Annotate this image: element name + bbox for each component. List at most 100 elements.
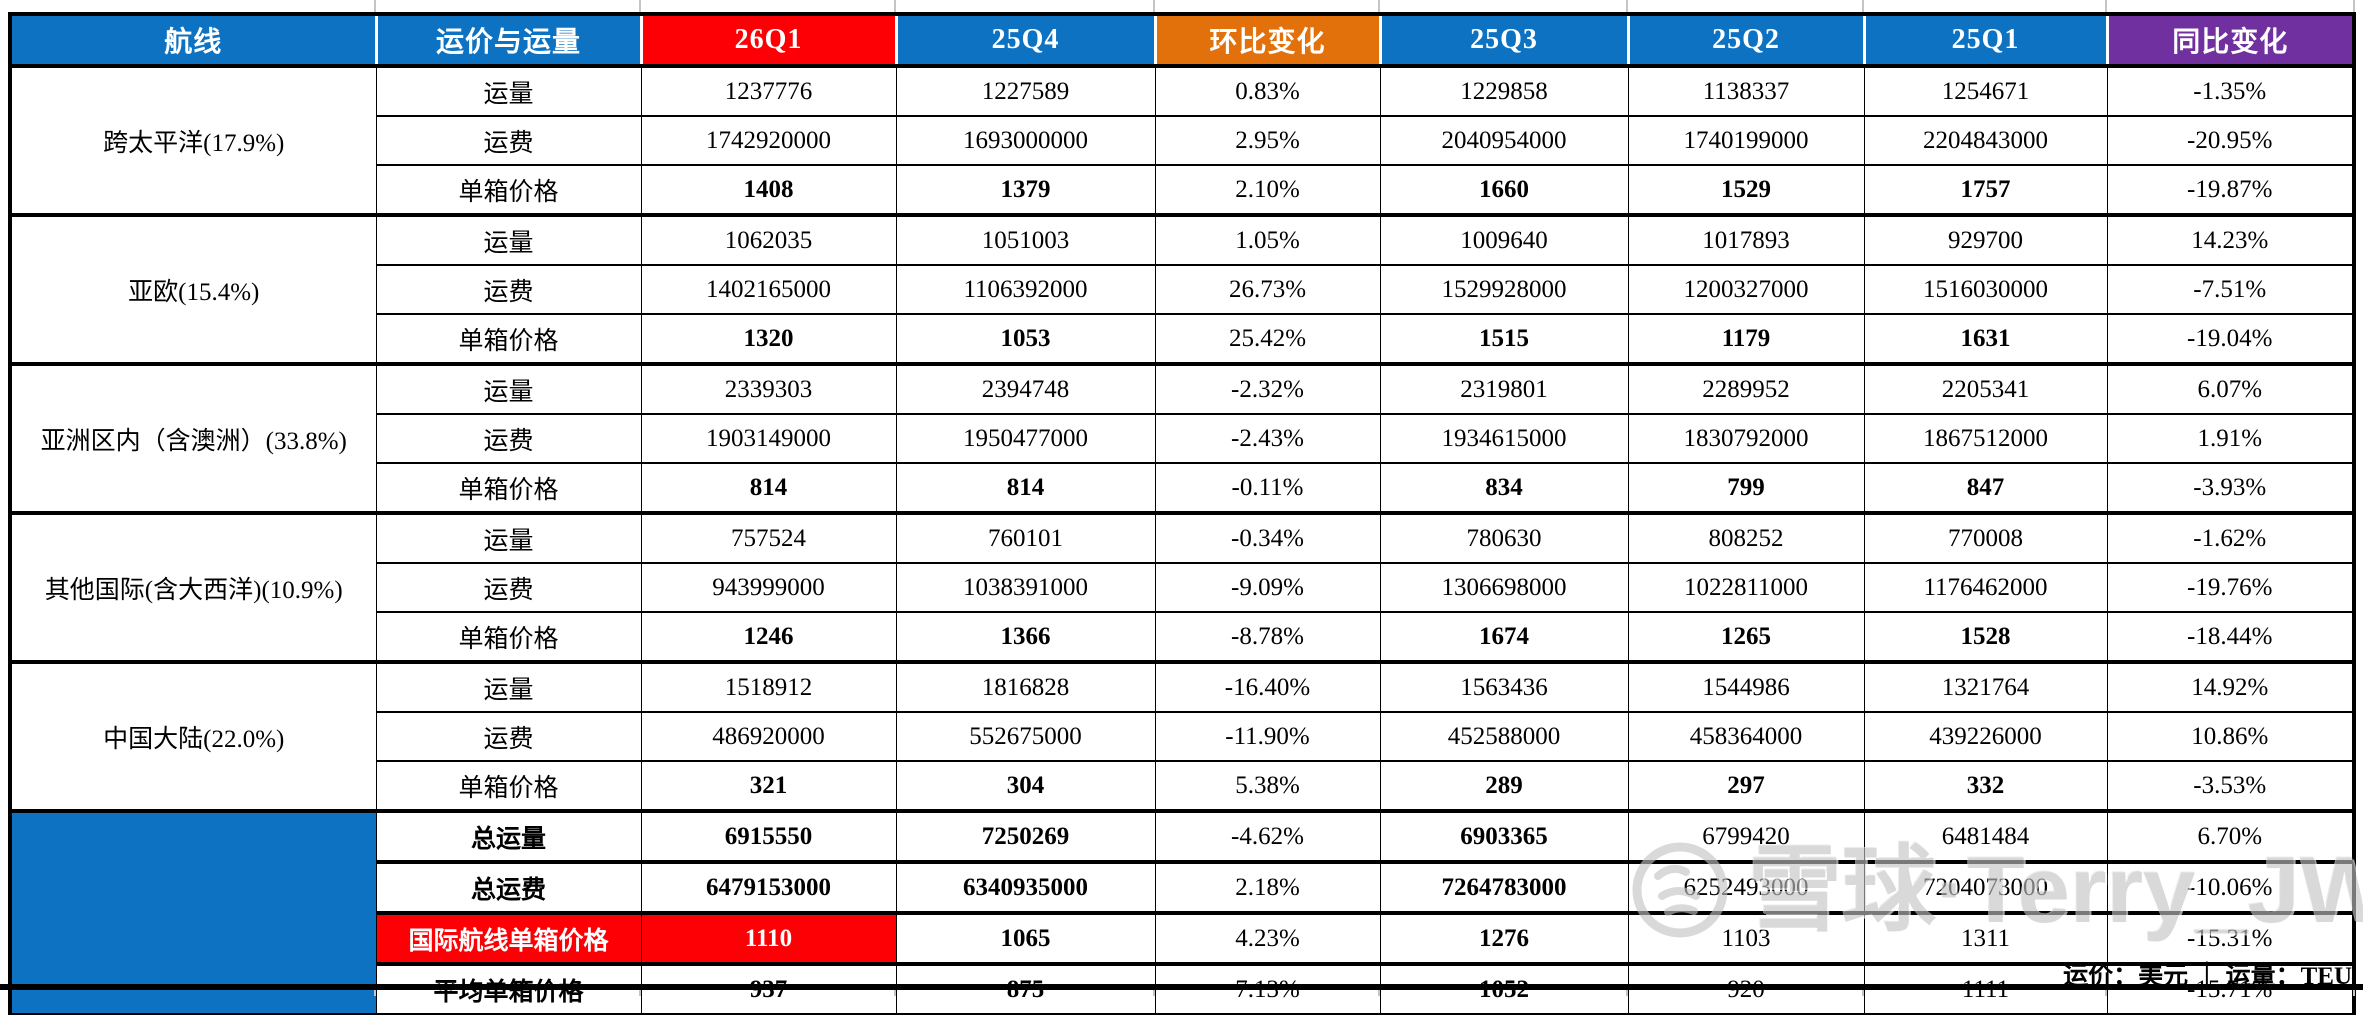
- value-cell-25q4: 1106392000: [895, 264, 1156, 315]
- value-cell-25q4: 1816828: [895, 660, 1156, 713]
- table-row: 其他国际(含大西洋)(10.9%) 运量 757524 760101 -0.34% 780…: [9, 511, 2355, 663]
- metric-label-cell: 运费: [375, 413, 642, 464]
- summary-value-cell-26q1: 1110: [640, 911, 897, 965]
- route-name-cell: 中国大陆(22.0%): [9, 660, 377, 812]
- value-cell-25q1: 1867512000: [1863, 413, 2108, 464]
- value-cell-25q3: 1660: [1379, 164, 1629, 216]
- table-body: 跨太平洋(17.9%) 运量 1237776 1227589 0.83% 1229858 1…: [9, 64, 2355, 1015]
- table-row: 运费 486920000 552675000 -11.90% 452588000 4583…: [10, 711, 2355, 762]
- gridline-tick: [374, 990, 376, 996]
- gridline-tick: [2105, 990, 2107, 996]
- value-cell-yoy-change: -18.44%: [2106, 611, 2355, 663]
- summary-value-cell-25q4: 1065: [895, 911, 1156, 965]
- value-cell-25q2: 458364000: [1627, 711, 1865, 762]
- metric-label-cell: 运费: [375, 711, 642, 762]
- value-cell-25q3: 1563436: [1379, 660, 1629, 713]
- summary-row: 总运量 6915550 7250269 -4.62% 6903365 6799420 648…: [9, 809, 2355, 1015]
- gridline-tick: [1862, 990, 1864, 996]
- value-cell-yoy-change: -1.62%: [2106, 511, 2355, 564]
- table-row: 中国大陆(22.0%) 运量 1518912 1816828 -16.40% 156343…: [9, 660, 2355, 812]
- summary-route-fill-cell: [9, 809, 377, 1015]
- value-cell-26q1: 1237776: [640, 64, 897, 117]
- value-cell-25q3: 1009640: [1379, 213, 1629, 266]
- table-row: 跨太平洋(17.9%) 运量 1237776 1227589 0.83% 1229858 1…: [9, 64, 2355, 216]
- summary-label-cell: 国际航线单箱价格: [375, 911, 642, 965]
- value-cell-yoy-change: 14.23%: [2106, 213, 2355, 266]
- value-cell-25q2: 1022811000: [1627, 562, 1865, 613]
- value-cell-qoq-change: -2.32%: [1154, 362, 1381, 415]
- value-cell-qoq-change: -0.11%: [1154, 462, 1381, 514]
- summary-label-cell: 总运费: [375, 860, 642, 914]
- column-header-26q1: 26Q1: [641, 14, 898, 66]
- value-cell-26q1: 943999000: [640, 562, 897, 613]
- value-cell-25q3: 780630: [1379, 511, 1629, 564]
- value-cell-25q4: 1379: [895, 164, 1156, 216]
- summary-value-cell-yoy-change: 6.70%: [2106, 809, 2355, 863]
- route-name-cell: 亚欧(15.4%): [9, 213, 377, 365]
- metric-label-cell: 运量: [375, 511, 642, 564]
- column-header-qoq-change: 环比变化: [1155, 14, 1382, 66]
- gridline-tick: [1626, 0, 1628, 12]
- summary-value-cell-25q1: 6481484: [1863, 809, 2108, 863]
- value-cell-25q4: 1038391000: [895, 562, 1156, 613]
- value-cell-26q1: 1320: [640, 313, 897, 365]
- value-cell-yoy-change: -19.04%: [2106, 313, 2355, 365]
- gridline-tick: [1153, 0, 1155, 12]
- value-cell-26q1: 1408: [640, 164, 897, 216]
- value-cell-qoq-change: 1.05%: [1154, 213, 1381, 266]
- value-cell-25q1: 1757: [1863, 164, 2108, 216]
- gridline-tick: [1862, 0, 1864, 12]
- value-cell-qoq-change: -0.34%: [1154, 511, 1381, 564]
- value-cell-26q1: 1518912: [640, 660, 897, 713]
- route-name-cell: 亚洲区内（含澳洲）(33.8%): [9, 362, 377, 514]
- value-cell-25q1: 2205341: [1863, 362, 2108, 415]
- value-cell-25q2: 1830792000: [1627, 413, 1865, 464]
- table-row: 单箱价格 814 814 -0.11% 834 799 847 -3.93%: [10, 462, 2355, 514]
- value-cell-qoq-change: 26.73%: [1154, 264, 1381, 315]
- column-header-25q4: 25Q4: [896, 14, 1157, 66]
- value-cell-25q3: 834: [1379, 462, 1629, 514]
- metric-label-cell: 运费: [375, 115, 642, 166]
- summary-value-cell-25q2: 6252493000: [1627, 860, 1865, 914]
- value-cell-qoq-change: 2.95%: [1154, 115, 1381, 166]
- metric-label-cell: 运费: [375, 562, 642, 613]
- value-cell-25q4: 814: [895, 462, 1156, 514]
- summary-value-cell-yoy-change: -10.06%: [2106, 860, 2355, 914]
- table-row: 单箱价格 1246 1366 -8.78% 1674 1265 1528 -18.44%: [10, 611, 2355, 663]
- gridline-tick: [894, 990, 896, 996]
- table-row: 运费 1402165000 1106392000 26.73% 1529928000 12…: [10, 264, 2355, 315]
- column-header-metric: 运价与运量: [376, 14, 643, 66]
- table-row: 运费 1742920000 1693000000 2.95% 2040954000 174…: [10, 115, 2355, 166]
- summary-label-cell: 总运量: [375, 809, 642, 863]
- value-cell-25q1: 1631: [1863, 313, 2108, 365]
- value-cell-25q1: 1528: [1863, 611, 2108, 663]
- value-cell-25q2: 1017893: [1627, 213, 1865, 266]
- value-cell-yoy-change: 6.07%: [2106, 362, 2355, 415]
- value-cell-26q1: 486920000: [640, 711, 897, 762]
- value-cell-25q1: 439226000: [1863, 711, 2108, 762]
- gridline-tick: [1378, 990, 1380, 996]
- value-cell-yoy-change: -3.53%: [2106, 760, 2355, 812]
- summary-value-cell-25q1: 1311: [1863, 911, 2108, 965]
- value-cell-qoq-change: -11.90%: [1154, 711, 1381, 762]
- value-cell-25q3: 1229858: [1379, 64, 1629, 117]
- value-cell-qoq-change: 25.42%: [1154, 313, 1381, 365]
- value-cell-qoq-change: 2.10%: [1154, 164, 1381, 216]
- gridline-tick: [374, 0, 376, 12]
- column-header-25q3: 25Q3: [1380, 14, 1630, 66]
- value-cell-yoy-change: 10.86%: [2106, 711, 2355, 762]
- value-cell-25q2: 297: [1627, 760, 1865, 812]
- value-cell-25q2: 2289952: [1627, 362, 1865, 415]
- value-cell-25q4: 552675000: [895, 711, 1156, 762]
- metric-label-cell: 单箱价格: [375, 462, 642, 514]
- metric-label-cell: 运量: [375, 660, 642, 713]
- value-cell-26q1: 757524: [640, 511, 897, 564]
- value-cell-25q1: 929700: [1863, 213, 2108, 266]
- value-cell-26q1: 1246: [640, 611, 897, 663]
- metric-label-cell: 单箱价格: [375, 760, 642, 812]
- value-cell-25q2: 1138337: [1627, 64, 1865, 117]
- gridline-tick: [1378, 0, 1380, 12]
- gridline-tick: [2105, 0, 2107, 12]
- summary-value-cell-26q1: 6479153000: [640, 860, 897, 914]
